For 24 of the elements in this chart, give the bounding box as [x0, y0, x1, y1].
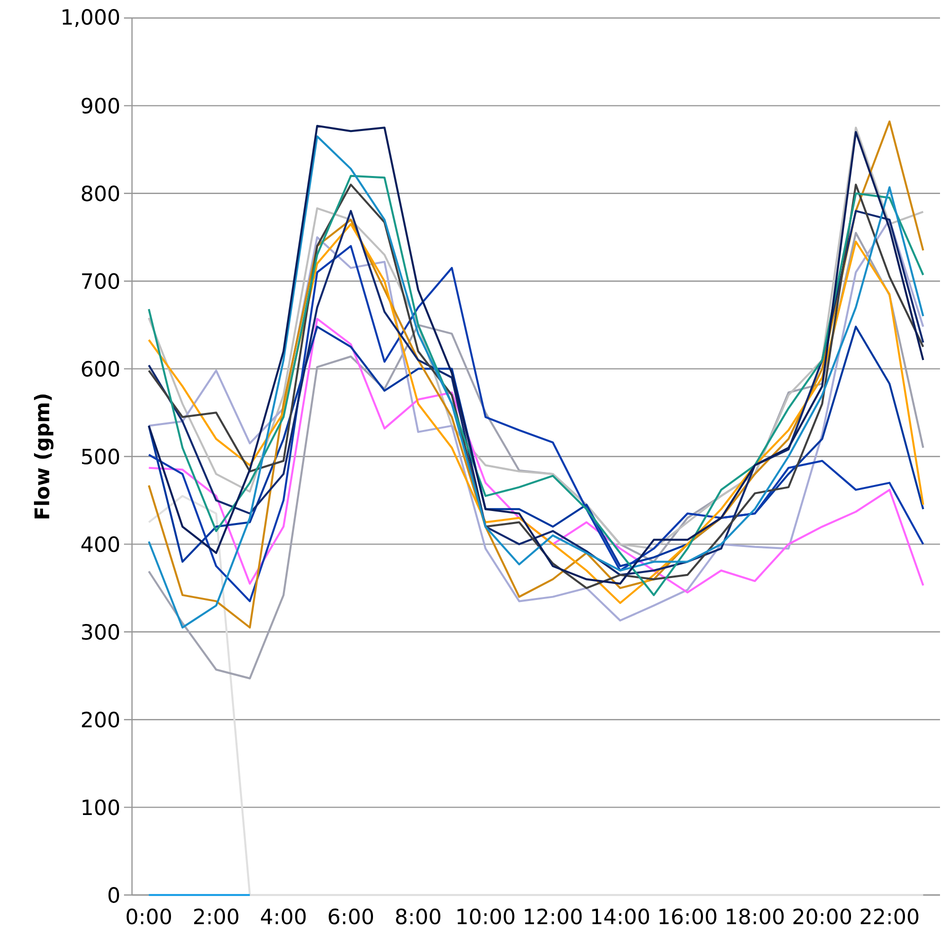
- y-tick-label: 900: [82, 98, 120, 114]
- y-axis-title: Flow (gpm): [34, 394, 54, 518]
- x-tick-label: 8:00: [396, 908, 440, 924]
- x-tick-label: 10:00: [458, 908, 514, 924]
- x-tick-label: 0:00: [126, 908, 172, 924]
- y-tick-label: 100: [82, 799, 120, 816]
- y-tick-label: 800: [82, 185, 120, 202]
- y-tick-label: 200: [82, 712, 120, 728]
- y-tick-label: 700: [82, 273, 120, 290]
- y-tick-label: 600: [82, 360, 120, 377]
- y-tick-label: 300: [82, 624, 120, 640]
- x-tick-label: 2:00: [194, 908, 238, 924]
- x-tick-label: 18:00: [726, 908, 784, 924]
- x-tick-label: 22:00: [860, 908, 918, 924]
- x-tick-label: 16:00: [660, 908, 716, 924]
- x-tick-label: 20:00: [793, 908, 852, 924]
- y-tick-label: 500: [82, 448, 120, 464]
- x-tick-label: 14:00: [592, 908, 650, 924]
- y-tick-label: 1,000: [62, 8, 120, 28]
- x-tick-label: 4:00: [260, 908, 306, 924]
- y-tick-label: 0: [108, 887, 120, 903]
- x-tick-label: 12:00: [524, 908, 582, 924]
- y-tick-label: 400: [81, 536, 120, 552]
- x-tick-label: 6:00: [328, 908, 374, 924]
